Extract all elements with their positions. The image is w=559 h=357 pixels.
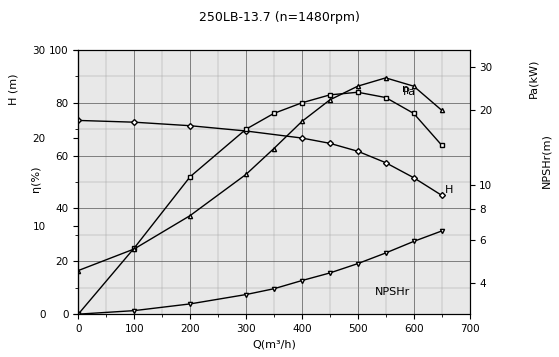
Text: Pa: Pa (402, 87, 415, 97)
Text: NPSHr: NPSHr (375, 287, 410, 297)
X-axis label: Q(m³/h): Q(m³/h) (252, 340, 296, 350)
Text: 250LB-13.7 (n=1480rpm): 250LB-13.7 (n=1480rpm) (199, 11, 360, 24)
Text: NPSHr(m): NPSHr(m) (542, 133, 552, 188)
Text: H (m): H (m) (9, 74, 19, 105)
Text: H: H (444, 185, 453, 195)
Text: η: η (402, 84, 410, 94)
Text: η(%): η(%) (31, 165, 41, 192)
Text: Pa(kW): Pa(kW) (529, 59, 539, 98)
